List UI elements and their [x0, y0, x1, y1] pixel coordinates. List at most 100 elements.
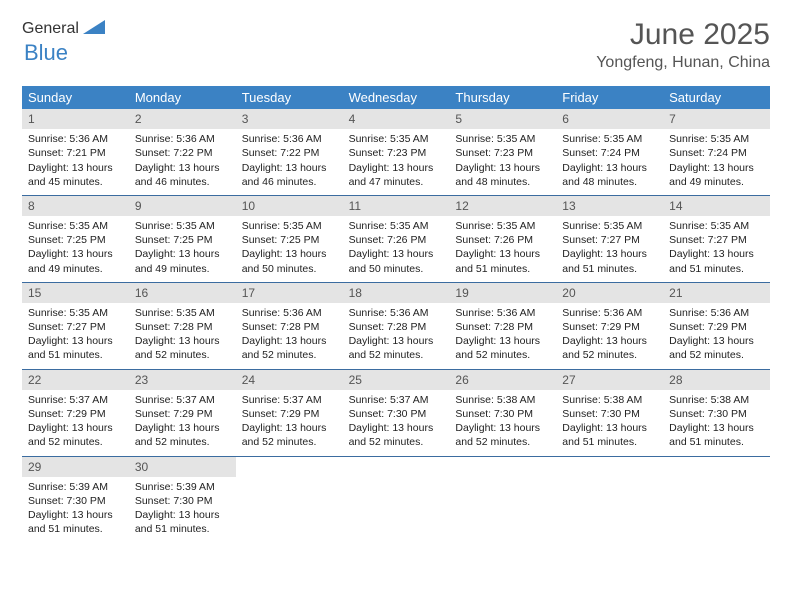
title-block: June 2025 Yongfeng, Hunan, China — [596, 18, 770, 72]
weekday-thu: Thursday — [449, 86, 556, 109]
day-body: Sunrise: 5:36 AMSunset: 7:28 PMDaylight:… — [236, 303, 343, 369]
day-number: 18 — [343, 283, 450, 303]
day-cell: 16 Sunrise: 5:35 AMSunset: 7:28 PMDayligh… — [129, 283, 236, 369]
day-body: Sunrise: 5:35 AMSunset: 7:24 PMDaylight:… — [556, 129, 663, 195]
sunrise-line: Sunrise: 5:36 AM — [242, 132, 337, 146]
day-number: 11 — [343, 196, 450, 216]
day-number: 17 — [236, 283, 343, 303]
day-body: Sunrise: 5:36 AMSunset: 7:29 PMDaylight:… — [556, 303, 663, 369]
day-number: 26 — [449, 370, 556, 390]
day-number: 12 — [449, 196, 556, 216]
day-body: Sunrise: 5:37 AMSunset: 7:29 PMDaylight:… — [236, 390, 343, 456]
day-cell: 20Sunrise: 5:36 AMSunset: 7:29 PMDayligh… — [556, 283, 663, 369]
sunrise-line: Sunrise: 5:37 AM — [28, 393, 123, 407]
day-cell: 23Sunrise: 5:37 AMSunset: 7:29 PMDayligh… — [129, 370, 236, 456]
daylight-line: Daylight: 13 hours and 51 minutes. — [455, 247, 550, 275]
day-body: Sunrise: 5:37 AMSunset: 7:30 PMDaylight:… — [343, 390, 450, 456]
sunrise-line: Sunrise: 5:37 AM — [242, 393, 337, 407]
day-number: 10 — [236, 196, 343, 216]
weekday-sun: Sunday — [22, 86, 129, 109]
day-number: 5 — [449, 109, 556, 129]
day-cell: 24Sunrise: 5:37 AMSunset: 7:29 PMDayligh… — [236, 370, 343, 456]
sunrise-line: Sunrise: 5:38 AM — [669, 393, 764, 407]
sunrise-line: Sunrise: 5:36 AM — [28, 132, 123, 146]
day-cell: 9Sunrise: 5:35 AMSunset: 7:25 PMDaylight… — [129, 196, 236, 282]
day-body: Sunrise: 5:35 AMSunset: 7:23 PMDaylight:… — [343, 129, 450, 195]
day-body: Sunrise: 5:39 AMSunset: 7:30 PMDaylight:… — [129, 477, 236, 543]
sunset-line: Sunset: 7:28 PM — [135, 320, 230, 334]
sunrise-line: Sunrise: 5:37 AM — [349, 393, 444, 407]
day-body: Sunrise: 5:35 AMSunset: 7:25 PMDaylight:… — [236, 216, 343, 282]
day-number: 21 — [663, 283, 770, 303]
daylight-line: Daylight: 13 hours and 52 minutes. — [135, 334, 230, 362]
daylight-line: Daylight: 13 hours and 51 minutes. — [669, 247, 764, 275]
day-cell: 28Sunrise: 5:38 AMSunset: 7:30 PMDayligh… — [663, 370, 770, 456]
sunset-line: Sunset: 7:29 PM — [242, 407, 337, 421]
day-number: 4 — [343, 109, 450, 129]
daylight-line: Daylight: 13 hours and 46 minutes. — [135, 161, 230, 189]
sunset-line: Sunset: 7:30 PM — [349, 407, 444, 421]
week-row: 1Sunrise: 5:36 AMSunset: 7:21 PMDaylight… — [22, 109, 770, 195]
day-body: Sunrise: 5:35 AMSunset: 7:27 PMDaylight:… — [663, 216, 770, 282]
day-cell: 29Sunrise: 5:39 AMSunset: 7:30 PMDayligh… — [22, 457, 129, 543]
day-number: 14 — [663, 196, 770, 216]
day-number: 13 — [556, 196, 663, 216]
day-body: Sunrise: 5:35 AMSunset: 7:26 PMDaylight:… — [449, 216, 556, 282]
daylight-line: Daylight: 13 hours and 52 minutes. — [135, 421, 230, 449]
daylight-line: Daylight: 13 hours and 52 minutes. — [455, 334, 550, 362]
daylight-line: Daylight: 13 hours and 49 minutes. — [135, 247, 230, 275]
day-cell: 14Sunrise: 5:35 AMSunset: 7:27 PMDayligh… — [663, 196, 770, 282]
day-number: 6 — [556, 109, 663, 129]
sunset-line: Sunset: 7:27 PM — [28, 320, 123, 334]
day-cell: .. — [236, 457, 343, 543]
day-body: Sunrise: 5:37 AMSunset: 7:29 PMDaylight:… — [22, 390, 129, 456]
day-body: Sunrise: 5:35 AMSunset: 7:24 PMDaylight:… — [663, 129, 770, 195]
sunrise-line: Sunrise: 5:35 AM — [562, 132, 657, 146]
daylight-line: Daylight: 13 hours and 51 minutes. — [562, 247, 657, 275]
day-number: 27 — [556, 370, 663, 390]
daylight-line: Daylight: 13 hours and 52 minutes. — [349, 334, 444, 362]
daylight-line: Daylight: 13 hours and 51 minutes. — [562, 421, 657, 449]
daylight-line: Daylight: 13 hours and 52 minutes. — [349, 421, 444, 449]
week-row: 22Sunrise: 5:37 AMSunset: 7:29 PMDayligh… — [22, 369, 770, 456]
day-cell: 7Sunrise: 5:35 AMSunset: 7:24 PMDaylight… — [663, 109, 770, 195]
day-body: Sunrise: 5:38 AMSunset: 7:30 PMDaylight:… — [556, 390, 663, 456]
sunset-line: Sunset: 7:23 PM — [455, 146, 550, 160]
sunrise-line: Sunrise: 5:35 AM — [135, 219, 230, 233]
month-title: June 2025 — [596, 18, 770, 52]
day-cell: 21Sunrise: 5:36 AMSunset: 7:29 PMDayligh… — [663, 283, 770, 369]
day-cell: 11Sunrise: 5:35 AMSunset: 7:26 PMDayligh… — [343, 196, 450, 282]
daylight-line: Daylight: 13 hours and 48 minutes. — [455, 161, 550, 189]
day-body: Sunrise: 5:35 AMSunset: 7:23 PMDaylight:… — [449, 129, 556, 195]
sunset-line: Sunset: 7:25 PM — [28, 233, 123, 247]
daylight-line: Daylight: 13 hours and 49 minutes. — [669, 161, 764, 189]
daylight-line: Daylight: 13 hours and 52 minutes. — [669, 334, 764, 362]
day-cell: 3Sunrise: 5:36 AMSunset: 7:22 PMDaylight… — [236, 109, 343, 195]
sunrise-line: Sunrise: 5:35 AM — [135, 306, 230, 320]
day-cell: 12Sunrise: 5:35 AMSunset: 7:26 PMDayligh… — [449, 196, 556, 282]
day-number: 2 — [129, 109, 236, 129]
weekday-header: Sunday Monday Tuesday Wednesday Thursday… — [22, 86, 770, 109]
sunset-line: Sunset: 7:30 PM — [28, 494, 123, 508]
sunset-line: Sunset: 7:22 PM — [242, 146, 337, 160]
daylight-line: Daylight: 13 hours and 52 minutes. — [455, 421, 550, 449]
header: General June 2025 Yongfeng, Hunan, China — [22, 18, 770, 72]
calendar: Sunday Monday Tuesday Wednesday Thursday… — [22, 86, 770, 542]
sunset-line: Sunset: 7:23 PM — [349, 146, 444, 160]
sunrise-line: Sunrise: 5:35 AM — [242, 219, 337, 233]
day-cell: 26Sunrise: 5:38 AMSunset: 7:30 PMDayligh… — [449, 370, 556, 456]
day-cell: 30Sunrise: 5:39 AMSunset: 7:30 PMDayligh… — [129, 457, 236, 543]
day-number: 9 — [129, 196, 236, 216]
sunset-line: Sunset: 7:28 PM — [242, 320, 337, 334]
weekday-wed: Wednesday — [343, 86, 450, 109]
day-number: 16 — [129, 283, 236, 303]
sunrise-line: Sunrise: 5:35 AM — [349, 132, 444, 146]
sunrise-line: Sunrise: 5:36 AM — [455, 306, 550, 320]
day-body: Sunrise: 5:36 AMSunset: 7:28 PMDaylight:… — [449, 303, 556, 369]
sunset-line: Sunset: 7:22 PM — [135, 146, 230, 160]
sunset-line: Sunset: 7:30 PM — [455, 407, 550, 421]
daylight-line: Daylight: 13 hours and 52 minutes. — [242, 421, 337, 449]
sunset-line: Sunset: 7:27 PM — [669, 233, 764, 247]
logo-text-general: General — [22, 20, 79, 38]
sunset-line: Sunset: 7:24 PM — [562, 146, 657, 160]
